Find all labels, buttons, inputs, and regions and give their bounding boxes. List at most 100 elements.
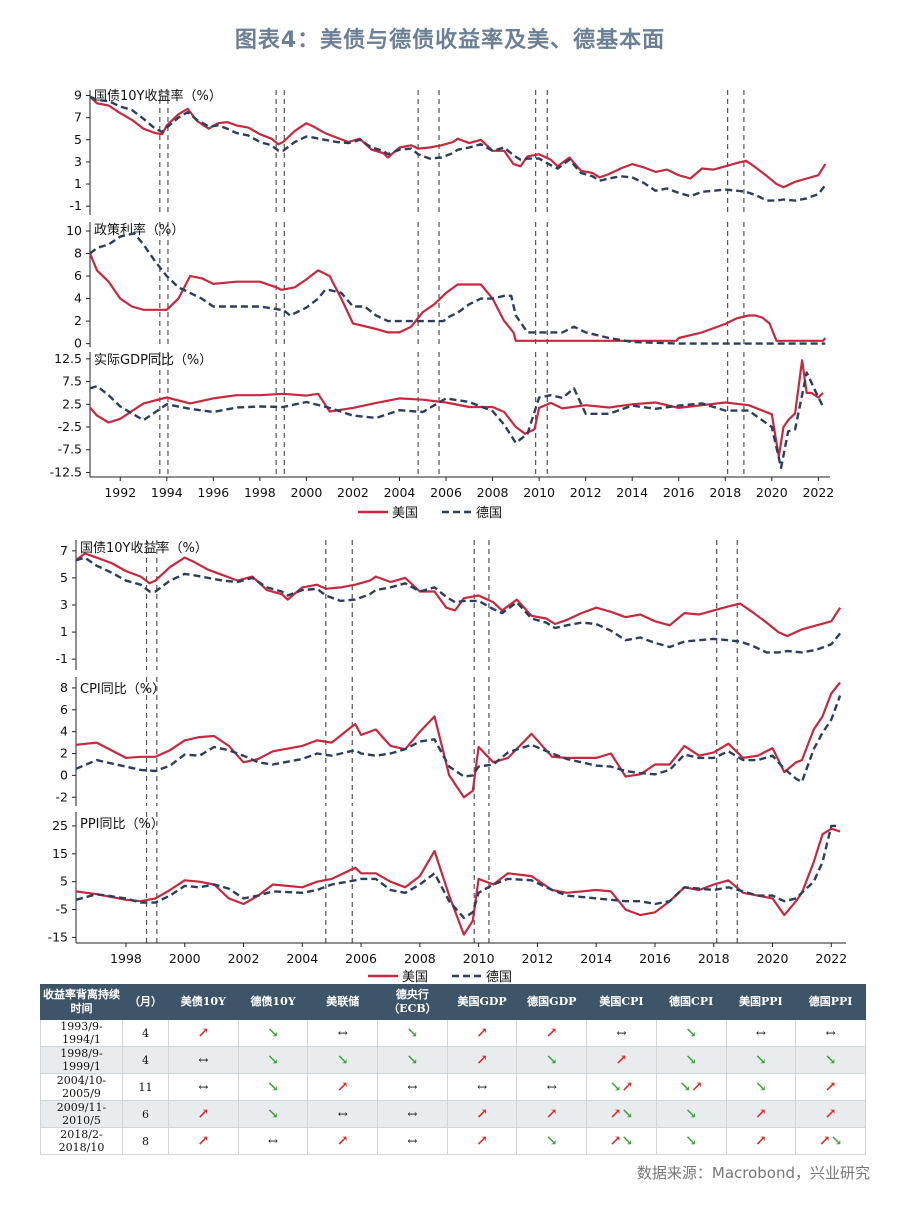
legend-bottom: 美国 德国 (368, 970, 512, 984)
direction-cell: ↘ (655, 1127, 727, 1155)
direction-cell: ↗ (168, 1127, 239, 1155)
table-row: 1993/9-1994/1 4 ↗ ↘ ↔ ↘ ↗ ↗ ↔ ↘ ↔ ↔ (40, 1019, 866, 1047)
direction-cell: ↗ (725, 1100, 797, 1128)
arrow-down-icon: ↘ (685, 1106, 698, 1122)
months-cell: 4 (122, 1019, 169, 1047)
arrow-up-icon: ↗ (545, 1025, 558, 1041)
arrow-up-icon: ↗ (615, 1052, 628, 1068)
direction-cell: ↔ (377, 1127, 448, 1155)
direction-cell: ↗↘ (586, 1127, 657, 1155)
table-header-row: 收益率背离持续时间 （月） 美债10Y 德债10Y 美联储 德央行（ECB） 美国GDP 德国… (40, 984, 866, 1020)
x-tick-label: 2010 (463, 951, 495, 966)
months-cell: 4 (122, 1046, 169, 1074)
arrow-up-icon: ↗ (621, 1079, 634, 1095)
arrow-down-icon: ↘ (685, 1133, 698, 1149)
x-tick-label: 1996 (197, 485, 229, 500)
panel-policy: 10 8 6 4 2 0 政策利率（%） (66, 222, 827, 351)
x-tick-label: 2008 (477, 485, 509, 500)
y-tick-label: 1 (60, 624, 68, 639)
arrow-down-icon: ↘ (267, 1052, 279, 1068)
series-de-line (75, 556, 842, 654)
direction-cell: ↘ (655, 1019, 727, 1047)
x-tick-label: 2008 (404, 951, 436, 966)
arrow-down-icon: ↘ (830, 1133, 843, 1149)
direction-cell: ↗ (446, 1046, 518, 1074)
y-tick-label: -2.5 (58, 419, 82, 434)
table-header-cell: 美联储 (307, 984, 379, 1020)
y-tick-label: 5 (74, 132, 82, 147)
legend-us-label: 美国 (402, 970, 428, 984)
arrow-down-icon: ↘ (685, 1025, 698, 1041)
direction-cell: ↔ (446, 1073, 518, 1101)
arrow-up-icon: ↗ (754, 1133, 767, 1149)
series-us-line (75, 552, 842, 638)
table-header-cell: 德国GDP (516, 984, 588, 1020)
arrow-down-icon: ↘ (267, 1025, 279, 1041)
direction-cell: ↔ (516, 1073, 588, 1101)
series-us-line (88, 253, 827, 342)
x-tick-label: 1998 (110, 951, 142, 966)
x-tick-label: 2004 (286, 951, 318, 966)
arrow-down-icon: ↘ (679, 1079, 692, 1095)
table-header-cell: 收益率背离持续时间 (40, 984, 123, 1020)
y-tick-label: 3 (74, 154, 82, 169)
series-us-line (75, 827, 841, 936)
x-tick-label: 2020 (756, 485, 788, 500)
direction-cell: ↘ (725, 1073, 797, 1101)
table-row: 2004/10-2005/9 11 ↔ ↘ ↗ ↔ ↔ ↔ ↘↗ ↘↗ ↘ ↗ (40, 1073, 866, 1101)
table-header-cell: 美债10Y (168, 984, 239, 1020)
direction-cell: ↔ (377, 1100, 448, 1128)
arrow-down-icon: ↘ (609, 1079, 622, 1095)
arrow-up-icon: ↗ (609, 1106, 622, 1122)
arrow-flat-icon: ↔ (407, 1080, 418, 1094)
y-tick-label: -12.5 (50, 464, 82, 479)
arrow-flat-icon: ↔ (546, 1080, 557, 1094)
table-header-cell: 德国PPI (795, 984, 866, 1020)
direction-cell: ↘ (237, 1019, 309, 1047)
y-tick-label: 7 (60, 543, 68, 558)
y-tick-label: 4 (74, 291, 82, 306)
series-de-line (89, 95, 827, 202)
direction-cell: ↗ (795, 1073, 866, 1101)
arrow-down-icon: ↘ (754, 1052, 767, 1068)
arrow-up-icon: ↗ (691, 1079, 703, 1095)
direction-cell: ↗ (307, 1127, 379, 1155)
y-tick-label: 2.5 (62, 396, 82, 411)
y-tick-label: 0 (74, 336, 82, 351)
y-tick-label: 7.5 (62, 374, 82, 389)
x-tick-label: 2002 (337, 485, 369, 500)
panel-gdp: 12.5 7.5 2.5 -2.5 -7.5 -12.5 实际GDP同比（%） (50, 351, 825, 479)
direction-cell: ↔ (307, 1019, 379, 1047)
x-tick-label: 2002 (228, 951, 260, 966)
panel-title: CPI同比（%） (80, 682, 165, 697)
series-us-line (89, 359, 824, 458)
arrow-flat-icon: ↔ (407, 1107, 418, 1121)
table-header-cell: 德国CPI (655, 984, 727, 1020)
y-tick-label: -15 (48, 929, 68, 944)
direction-cell: ↘ (655, 1100, 727, 1128)
top-x-axis: 1992 1994 1996 1998 2000 2002 2004 2006 2008 2010… (90, 476, 834, 500)
x-tick-label: 2022 (815, 951, 847, 966)
direction-cell: ↘ (237, 1100, 309, 1128)
y-tick-label: 3 (60, 597, 68, 612)
direction-cell: ↘↗ (586, 1073, 657, 1101)
y-tick-label: 8 (74, 246, 82, 261)
months-cell: 8 (122, 1127, 169, 1155)
y-tick-label: 1 (74, 176, 82, 191)
x-tick-label: 2010 (523, 485, 555, 500)
source-note: 数据来源：Macrobond，兴业研究 (636, 1164, 870, 1182)
direction-cell: ↔ (725, 1019, 797, 1047)
panel-cpi: 8 6 4 2 0 -2 CPI同比（%） (56, 677, 842, 806)
arrow-up-icon: ↗ (476, 1052, 488, 1068)
direction-cell: ↘ (725, 1046, 797, 1074)
x-tick-label: 2004 (384, 485, 416, 500)
x-tick-label: 2014 (616, 485, 648, 500)
y-tick-label: 2 (74, 313, 82, 328)
x-tick-label: 2018 (709, 485, 741, 500)
months-cell: 6 (122, 1100, 169, 1128)
arrow-down-icon: ↘ (267, 1079, 279, 1095)
arrow-up-icon: ↗ (754, 1106, 767, 1122)
arrow-flat-icon: ↔ (616, 1026, 627, 1040)
series-de-line (75, 824, 841, 920)
